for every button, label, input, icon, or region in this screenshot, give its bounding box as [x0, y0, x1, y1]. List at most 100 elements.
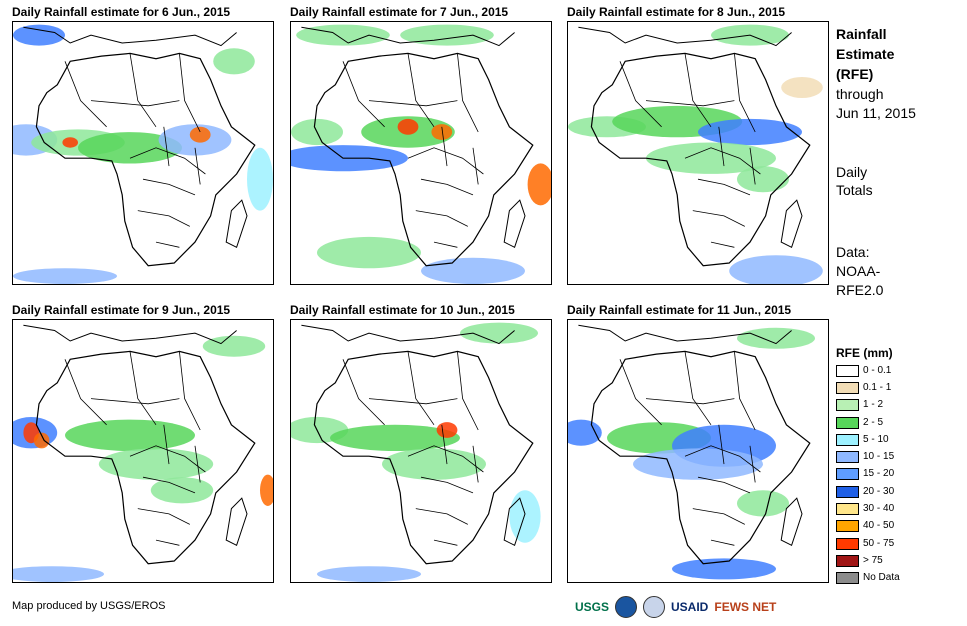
- legend-item: 15 - 20: [836, 466, 960, 483]
- country-border: [155, 539, 180, 546]
- country-border: [718, 126, 725, 167]
- rainfall-area: [13, 268, 117, 284]
- africa-coastline: [313, 52, 534, 267]
- country-border: [645, 100, 735, 107]
- title-line-1: Rainfall: [836, 26, 887, 42]
- rainfall-area: [213, 48, 255, 75]
- legend-swatch: [836, 399, 859, 412]
- legend-label: 0 - 0.1: [863, 364, 892, 376]
- africa-map-svg: [291, 24, 551, 284]
- legend-item: 40 - 50: [836, 518, 960, 535]
- daily-label: Daily: [836, 164, 868, 180]
- rainfall-map: [290, 319, 552, 583]
- legend-item: 10 - 15: [836, 448, 960, 465]
- legend-label: > 75: [863, 554, 883, 566]
- rainfall-area: [421, 257, 525, 284]
- country-border: [710, 241, 735, 248]
- legend-swatch: [836, 520, 859, 533]
- rainfall-area: [189, 126, 211, 143]
- legend-label: 1 - 2: [863, 399, 884, 411]
- legend-label: 30 - 40: [863, 503, 895, 515]
- rainfall-area: [13, 566, 104, 582]
- legend-label: 2 - 5: [863, 416, 884, 428]
- rainfall-area: [633, 448, 763, 480]
- country-border: [368, 100, 458, 107]
- country-border: [155, 241, 180, 248]
- rainfall-area: [527, 163, 551, 206]
- country-border: [142, 178, 196, 196]
- data-label: Data:: [836, 244, 870, 260]
- country-border: [194, 147, 201, 185]
- country-border: [129, 351, 157, 426]
- country-border: [407, 445, 484, 473]
- country-border: [619, 359, 662, 426]
- map-panel: Daily Rainfall estimate for 10 Jun., 201…: [290, 303, 554, 583]
- africa-map-svg: [568, 324, 815, 580]
- country-border: [710, 539, 735, 546]
- map-panel: Daily Rainfall estimate for 6 Jun., 2015: [12, 5, 276, 285]
- rainfall-map: [290, 21, 552, 285]
- country-border: [163, 126, 170, 167]
- rainfall-area: [78, 132, 182, 164]
- rainfall-area: [781, 77, 823, 98]
- country-border: [457, 53, 479, 133]
- rainfall-area: [296, 24, 390, 46]
- country-border: [137, 210, 190, 227]
- legend-swatch: [836, 572, 859, 585]
- legend-swatch: [836, 537, 859, 550]
- rainfall-area: [62, 137, 78, 148]
- country-border: [697, 476, 751, 494]
- rainfall-area: [436, 422, 458, 438]
- rainfall-area: [317, 566, 421, 582]
- panel-title: Daily Rainfall estimate for 6 Jun., 2015: [12, 5, 231, 19]
- rainfall-area: [737, 490, 789, 517]
- country-border: [692, 508, 745, 525]
- rainfall-area: [150, 477, 214, 504]
- legend-item: 0.1 - 1: [836, 379, 960, 396]
- country-border: [163, 424, 170, 465]
- rainfall-area: [65, 419, 195, 451]
- country-border: [645, 398, 735, 405]
- europe-coastline: [578, 324, 792, 345]
- country-border: [749, 147, 756, 185]
- country-border: [368, 398, 458, 405]
- europe-coastline: [578, 26, 792, 47]
- country-border: [692, 210, 745, 227]
- rainfall-map: [12, 21, 274, 285]
- rainfall-area: [247, 147, 273, 211]
- rainfall-area: [382, 448, 486, 480]
- country-border: [342, 359, 385, 426]
- map-panel: Daily Rainfall estimate for 8 Jun., 2015: [567, 5, 831, 285]
- rainfall-area: [260, 474, 273, 506]
- madagascar-outline: [225, 199, 248, 249]
- rainfall-area: [729, 255, 823, 284]
- legend-swatch: [836, 433, 859, 446]
- through-date: Jun 11, 2015: [836, 105, 916, 121]
- country-border: [415, 210, 468, 227]
- country-border: [420, 476, 474, 494]
- legend-swatch: [836, 554, 859, 567]
- legend-label: 0.1 - 1: [863, 381, 892, 393]
- madagascar-outline: [225, 497, 248, 547]
- africa-coastline: [590, 52, 811, 267]
- legend-label: 15 - 20: [863, 468, 895, 480]
- country-border: [433, 539, 458, 546]
- rainfall-area: [737, 166, 789, 193]
- country-border: [129, 445, 206, 473]
- legend-swatch: [836, 485, 859, 498]
- legend-item: 0 - 0.1: [836, 362, 960, 379]
- country-border: [179, 351, 201, 431]
- legend-item: 50 - 75: [836, 535, 960, 552]
- logos-bar: USGS USAID FEWS NET: [575, 593, 827, 621]
- legend-item: 2 - 5: [836, 414, 960, 431]
- madagascar-outline: [503, 497, 526, 547]
- legend-label: No Data: [863, 572, 900, 584]
- country-border: [734, 351, 756, 431]
- rainfall-map: [567, 319, 829, 583]
- europe-coastline: [23, 324, 237, 345]
- through-label: through: [836, 86, 884, 102]
- country-border: [472, 445, 479, 483]
- rainfall-area: [397, 118, 419, 135]
- rainfall-area: [698, 118, 802, 146]
- country-border: [407, 147, 484, 175]
